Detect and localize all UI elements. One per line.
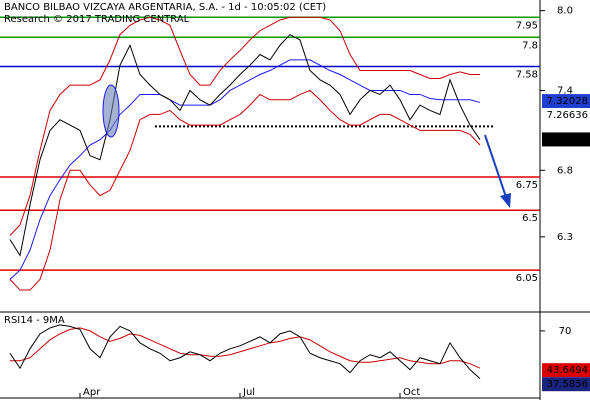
- series-line: [9, 89, 481, 291]
- price-tag-label: 43.6494: [547, 365, 588, 376]
- arrow-shaft: [484, 134, 507, 198]
- highlight-ellipse: [102, 84, 120, 138]
- price-tag: [542, 108, 590, 123]
- price-panel: 8.0 7.4 6.8 6.3 7.95 7.8 7.58 6.75 6.5 6.05 7.3202…: [0, 6, 590, 291]
- chart-subtitle: Research © 2017 TRADING CENTRAL: [4, 14, 190, 25]
- price-tag-label: 7.26636: [547, 110, 588, 121]
- price-tag: [542, 377, 590, 392]
- y-tick-label: 70: [559, 326, 572, 337]
- price-tag: [542, 363, 590, 378]
- series-line: [9, 324, 481, 379]
- x-tick-label: Oct: [403, 387, 420, 398]
- price-tag-label: 37.5856: [547, 379, 588, 390]
- price-tag-label: 7.032: [559, 134, 588, 145]
- y-tick-label: 7.4: [557, 85, 573, 96]
- y-tick-label: 8.0: [557, 6, 573, 17]
- price-tag: [542, 132, 590, 147]
- x-tick-label: Apr: [83, 387, 101, 398]
- level-label: 6.5: [522, 213, 538, 224]
- level-label: 7.58: [516, 70, 538, 81]
- series-line: [9, 59, 481, 280]
- level-label: 7.95: [516, 20, 538, 31]
- rsi-title: RSI14 - 9MA: [4, 315, 65, 326]
- y-tick-label: 6.3: [557, 232, 573, 243]
- level-label: 6.05: [516, 273, 538, 284]
- x-tick-label: Jul: [242, 387, 255, 398]
- series-line: [9, 33, 481, 257]
- arrow-head: [500, 193, 511, 208]
- y-tick-label: 6.8: [557, 165, 573, 176]
- level-label: 7.8: [522, 40, 538, 51]
- chart-title: BANCO BILBAO VIZCAYA ARGENTARIA, S.A. - …: [4, 2, 326, 13]
- level-label: 6.75: [516, 180, 538, 191]
- price-tag: [542, 94, 590, 109]
- price-tag-label: 7.32028: [547, 96, 588, 107]
- series-line: [10, 327, 481, 369]
- rsi-panel: 70 43.6494 37.5856 Apr Jul Oct: [9, 324, 590, 398]
- series-line: [9, 16, 480, 236]
